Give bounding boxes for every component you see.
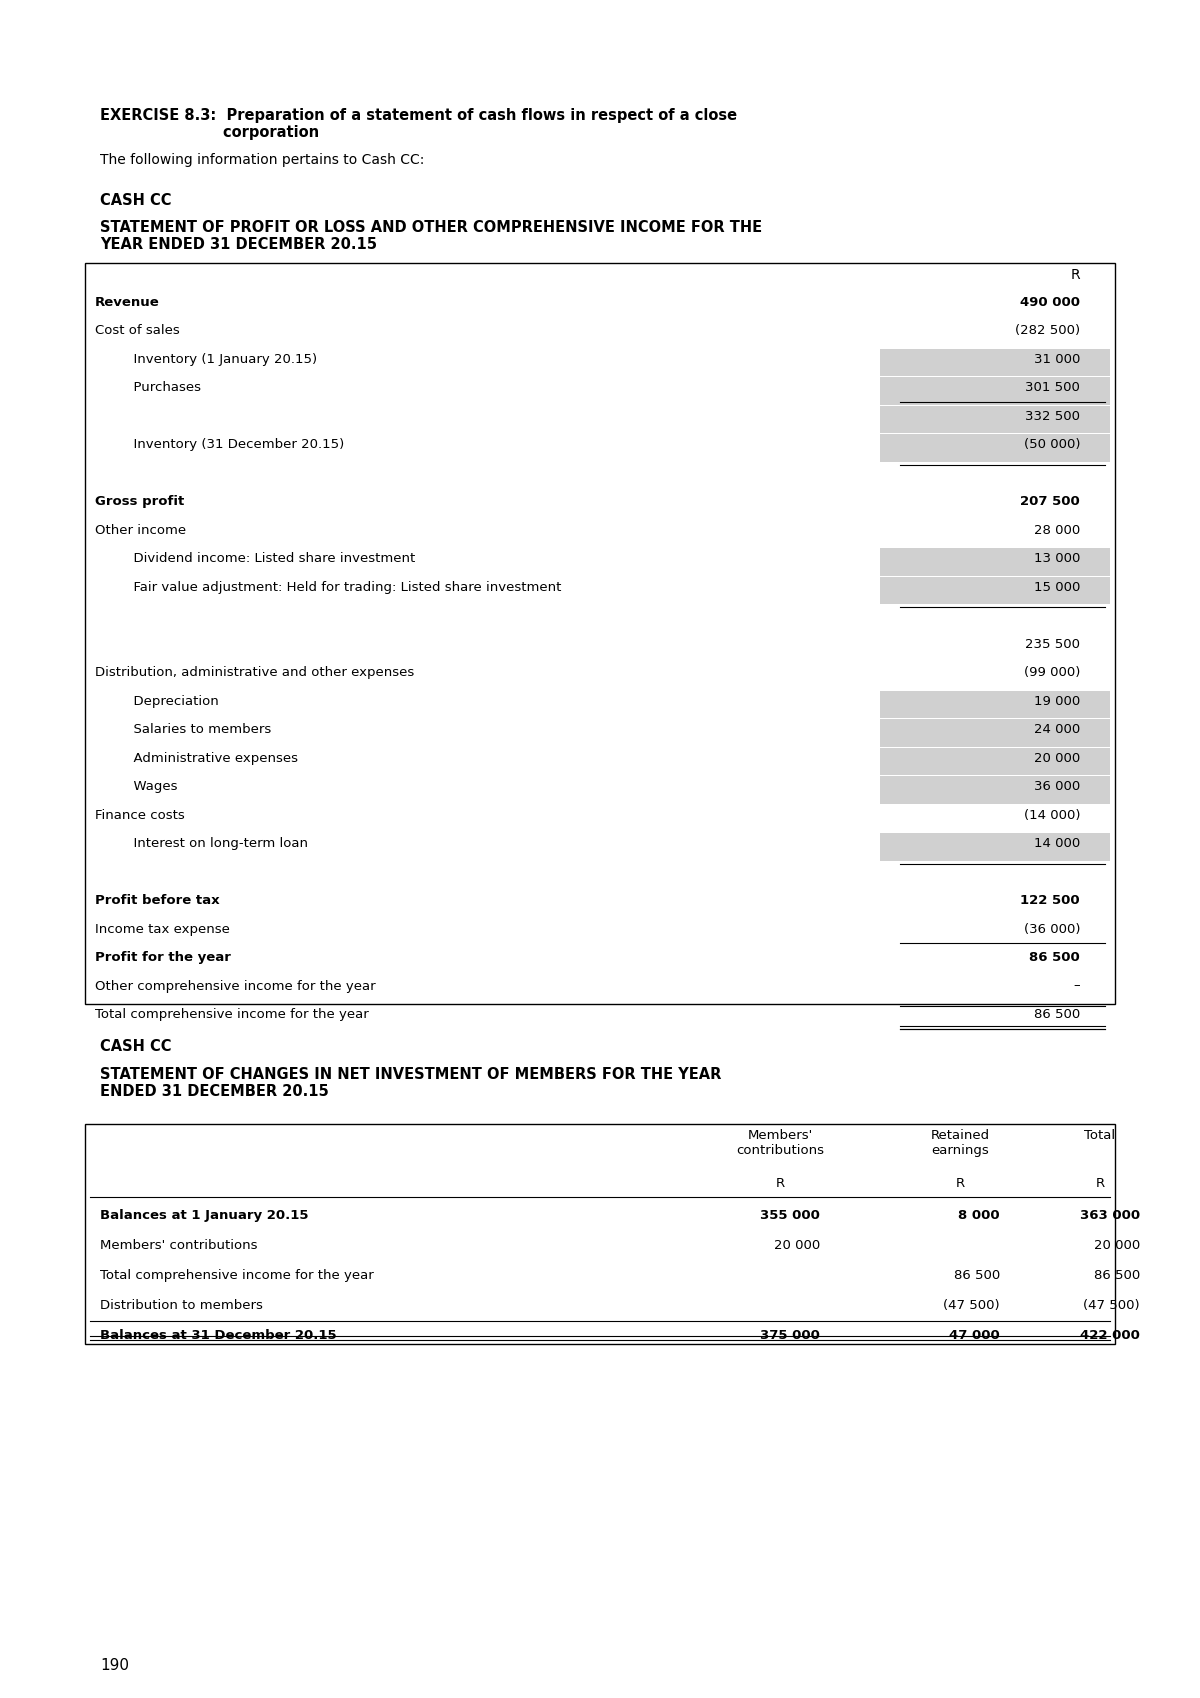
Text: Total: Total <box>1085 1129 1116 1143</box>
Text: Inventory (1 January 20.15): Inventory (1 January 20.15) <box>125 353 317 365</box>
Text: Profit for the year: Profit for the year <box>95 951 230 964</box>
Bar <box>85 263 1115 1004</box>
Text: 422 000: 422 000 <box>1080 1330 1140 1341</box>
Text: (50 000): (50 000) <box>1024 438 1080 452</box>
Text: Distribution, administrative and other expenses: Distribution, administrative and other e… <box>95 666 414 679</box>
Bar <box>880 435 1110 462</box>
Text: 490 000: 490 000 <box>1020 295 1080 309</box>
Text: Depreciation: Depreciation <box>125 694 218 708</box>
Text: 13 000: 13 000 <box>1033 552 1080 565</box>
Text: Members'
contributions: Members' contributions <box>736 1129 824 1156</box>
Text: 47 000: 47 000 <box>949 1330 1000 1341</box>
Text: Distribution to members: Distribution to members <box>100 1299 263 1313</box>
Text: CASH CC: CASH CC <box>100 1039 172 1054</box>
Text: (99 000): (99 000) <box>1024 666 1080 679</box>
Text: Dividend income: Listed share investment: Dividend income: Listed share investment <box>125 552 415 565</box>
Text: STATEMENT OF CHANGES IN NET INVESTMENT OF MEMBERS FOR THE YEAR
ENDED 31 DECEMBER: STATEMENT OF CHANGES IN NET INVESTMENT O… <box>100 1066 721 1099</box>
Text: 235 500: 235 500 <box>1025 637 1080 650</box>
Text: The following information pertains to Cash CC:: The following information pertains to Ca… <box>100 153 425 166</box>
Text: Administrative expenses: Administrative expenses <box>125 752 298 764</box>
Text: 301 500: 301 500 <box>1025 380 1080 394</box>
Text: Balances at 1 January 20.15: Balances at 1 January 20.15 <box>100 1209 308 1223</box>
Bar <box>880 718 1110 747</box>
Text: Members' contributions: Members' contributions <box>100 1240 258 1251</box>
Text: 86 500: 86 500 <box>954 1268 1000 1282</box>
Text: Wages: Wages <box>125 779 178 793</box>
Text: 19 000: 19 000 <box>1033 694 1080 708</box>
Bar <box>880 834 1110 861</box>
Text: 332 500: 332 500 <box>1025 409 1080 423</box>
Text: Purchases: Purchases <box>125 380 202 394</box>
Text: 190: 190 <box>100 1657 130 1673</box>
Text: (282 500): (282 500) <box>1015 324 1080 336</box>
Text: Finance costs: Finance costs <box>95 808 185 822</box>
Text: 28 000: 28 000 <box>1033 523 1080 537</box>
Text: Other income: Other income <box>95 523 186 537</box>
Text: (36 000): (36 000) <box>1024 922 1080 936</box>
Text: Total comprehensive income for the year: Total comprehensive income for the year <box>100 1268 373 1282</box>
Bar <box>880 577 1110 604</box>
Text: Revenue: Revenue <box>95 295 160 309</box>
Text: Balances at 31 December 20.15: Balances at 31 December 20.15 <box>100 1330 337 1341</box>
Text: 20 000: 20 000 <box>1033 752 1080 764</box>
Text: (47 500): (47 500) <box>1084 1299 1140 1313</box>
Text: Cost of sales: Cost of sales <box>95 324 180 336</box>
Text: Other comprehensive income for the year: Other comprehensive income for the year <box>95 980 376 993</box>
Text: R: R <box>1096 1177 1104 1190</box>
Text: 86 500: 86 500 <box>1033 1009 1080 1020</box>
Bar <box>880 406 1110 433</box>
Text: Interest on long-term loan: Interest on long-term loan <box>125 837 308 851</box>
Text: 14 000: 14 000 <box>1033 837 1080 851</box>
Text: 15 000: 15 000 <box>1033 581 1080 594</box>
Text: Salaries to members: Salaries to members <box>125 723 271 735</box>
Text: R: R <box>1070 268 1080 282</box>
Bar <box>880 747 1110 774</box>
Text: 24 000: 24 000 <box>1033 723 1080 735</box>
Text: STATEMENT OF PROFIT OR LOSS AND OTHER COMPREHENSIVE INCOME FOR THE
YEAR ENDED 31: STATEMENT OF PROFIT OR LOSS AND OTHER CO… <box>100 221 762 253</box>
Text: (14 000): (14 000) <box>1024 808 1080 822</box>
Text: 20 000: 20 000 <box>774 1240 820 1251</box>
Text: 36 000: 36 000 <box>1033 779 1080 793</box>
Text: 8 000: 8 000 <box>959 1209 1000 1223</box>
Text: 20 000: 20 000 <box>1093 1240 1140 1251</box>
Bar <box>880 776 1110 803</box>
Text: 31 000: 31 000 <box>1033 353 1080 365</box>
Text: Fair value adjustment: Held for trading: Listed share investment: Fair value adjustment: Held for trading:… <box>125 581 562 594</box>
Text: 363 000: 363 000 <box>1080 1209 1140 1223</box>
Text: Inventory (31 December 20.15): Inventory (31 December 20.15) <box>125 438 344 452</box>
Text: EXERCISE 8.3:  Preparation of a statement of cash flows in respect of a close
  : EXERCISE 8.3: Preparation of a statement… <box>100 109 737 141</box>
Bar <box>85 1124 1115 1345</box>
Bar <box>880 348 1110 375</box>
Text: 122 500: 122 500 <box>1020 895 1080 907</box>
Text: 86 500: 86 500 <box>1030 951 1080 964</box>
Text: 86 500: 86 500 <box>1093 1268 1140 1282</box>
Text: 355 000: 355 000 <box>760 1209 820 1223</box>
Bar <box>880 691 1110 718</box>
Bar <box>880 377 1110 404</box>
Text: Retained
earnings: Retained earnings <box>930 1129 990 1156</box>
Text: Profit before tax: Profit before tax <box>95 895 220 907</box>
Text: Total comprehensive income for the year: Total comprehensive income for the year <box>95 1009 368 1020</box>
Text: 375 000: 375 000 <box>760 1330 820 1341</box>
Bar <box>880 548 1110 576</box>
Text: R: R <box>955 1177 965 1190</box>
Text: CASH CC: CASH CC <box>100 194 172 207</box>
Text: Income tax expense: Income tax expense <box>95 922 230 936</box>
Text: (47 500): (47 500) <box>943 1299 1000 1313</box>
Text: 207 500: 207 500 <box>1020 496 1080 508</box>
Text: R: R <box>775 1177 785 1190</box>
Text: –: – <box>1073 980 1080 993</box>
Text: Gross profit: Gross profit <box>95 496 185 508</box>
